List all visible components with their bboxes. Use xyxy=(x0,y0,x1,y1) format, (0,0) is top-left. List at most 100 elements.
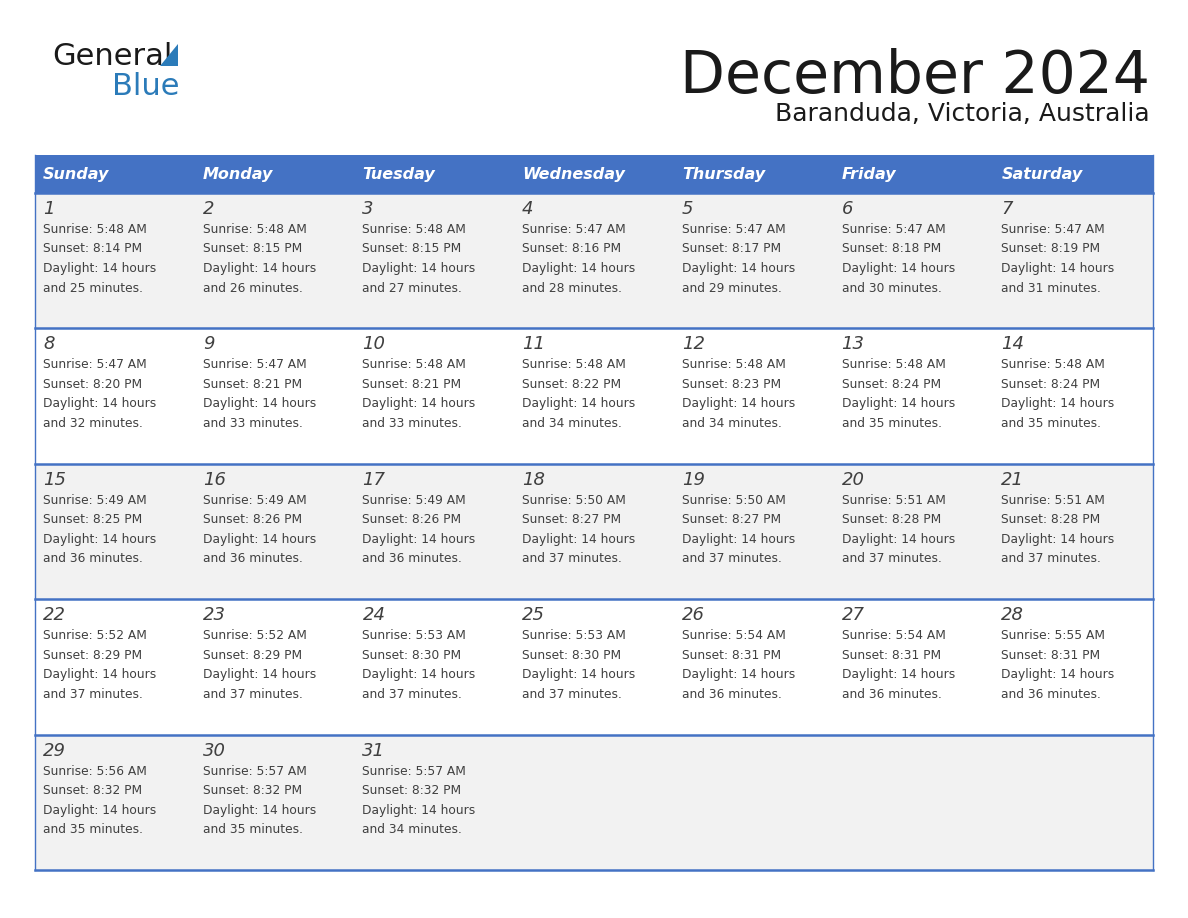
Text: Sunrise: 5:47 AM: Sunrise: 5:47 AM xyxy=(523,223,626,236)
Text: Daylight: 14 hours: Daylight: 14 hours xyxy=(1001,397,1114,410)
Text: and 34 minutes.: and 34 minutes. xyxy=(362,823,462,836)
Text: Daylight: 14 hours: Daylight: 14 hours xyxy=(841,532,955,546)
Bar xyxy=(34,599,195,734)
Text: and 28 minutes.: and 28 minutes. xyxy=(523,282,623,295)
Text: Sunrise: 5:50 AM: Sunrise: 5:50 AM xyxy=(523,494,626,507)
Text: and 27 minutes.: and 27 minutes. xyxy=(362,282,462,295)
Text: 12: 12 xyxy=(682,335,704,353)
Text: Daylight: 14 hours: Daylight: 14 hours xyxy=(43,668,157,681)
Text: Sunset: 8:30 PM: Sunset: 8:30 PM xyxy=(362,649,462,662)
Text: and 35 minutes.: and 35 minutes. xyxy=(203,823,303,836)
Text: Sunset: 8:32 PM: Sunset: 8:32 PM xyxy=(203,784,302,797)
Text: Friday: Friday xyxy=(841,166,896,182)
Text: 2: 2 xyxy=(203,200,214,218)
Text: Sunset: 8:24 PM: Sunset: 8:24 PM xyxy=(1001,378,1100,391)
Bar xyxy=(354,464,514,599)
Text: 24: 24 xyxy=(362,606,385,624)
Text: and 37 minutes.: and 37 minutes. xyxy=(203,688,303,700)
Text: Sunrise: 5:49 AM: Sunrise: 5:49 AM xyxy=(362,494,466,507)
Text: Daylight: 14 hours: Daylight: 14 hours xyxy=(203,397,316,410)
Bar xyxy=(674,329,834,464)
Text: 21: 21 xyxy=(1001,471,1024,488)
Text: and 36 minutes.: and 36 minutes. xyxy=(362,553,462,565)
Text: Sunrise: 5:49 AM: Sunrise: 5:49 AM xyxy=(203,494,307,507)
Bar xyxy=(514,329,674,464)
Text: Daylight: 14 hours: Daylight: 14 hours xyxy=(841,262,955,275)
Text: Sunset: 8:27 PM: Sunset: 8:27 PM xyxy=(682,513,781,526)
Text: and 25 minutes.: and 25 minutes. xyxy=(43,282,143,295)
Bar xyxy=(674,464,834,599)
Text: and 29 minutes.: and 29 minutes. xyxy=(682,282,782,295)
Text: Sunrise: 5:56 AM: Sunrise: 5:56 AM xyxy=(43,765,147,778)
Text: Daylight: 14 hours: Daylight: 14 hours xyxy=(1001,668,1114,681)
Text: and 34 minutes.: and 34 minutes. xyxy=(523,417,623,430)
Text: Sunrise: 5:52 AM: Sunrise: 5:52 AM xyxy=(43,629,147,643)
Text: and 33 minutes.: and 33 minutes. xyxy=(203,417,303,430)
Text: 4: 4 xyxy=(523,200,533,218)
Text: and 35 minutes.: and 35 minutes. xyxy=(43,823,143,836)
Text: Sunrise: 5:48 AM: Sunrise: 5:48 AM xyxy=(362,223,467,236)
Text: Sunset: 8:21 PM: Sunset: 8:21 PM xyxy=(362,378,462,391)
Text: 5: 5 xyxy=(682,200,694,218)
Text: Sunset: 8:28 PM: Sunset: 8:28 PM xyxy=(1001,513,1100,526)
Bar xyxy=(34,329,195,464)
Bar xyxy=(993,329,1154,464)
Text: 8: 8 xyxy=(43,335,55,353)
Text: Daylight: 14 hours: Daylight: 14 hours xyxy=(43,262,157,275)
Text: Daylight: 14 hours: Daylight: 14 hours xyxy=(523,668,636,681)
Text: Sunset: 8:23 PM: Sunset: 8:23 PM xyxy=(682,378,781,391)
Bar xyxy=(514,734,674,870)
Text: Sunrise: 5:57 AM: Sunrise: 5:57 AM xyxy=(362,765,467,778)
Text: Sunset: 8:15 PM: Sunset: 8:15 PM xyxy=(203,242,302,255)
Text: General: General xyxy=(52,42,172,71)
Text: Sunset: 8:17 PM: Sunset: 8:17 PM xyxy=(682,242,781,255)
Text: Sunrise: 5:48 AM: Sunrise: 5:48 AM xyxy=(523,358,626,372)
Text: Sunrise: 5:48 AM: Sunrise: 5:48 AM xyxy=(362,358,467,372)
Text: Daylight: 14 hours: Daylight: 14 hours xyxy=(362,262,475,275)
Text: Monday: Monday xyxy=(203,166,273,182)
Bar xyxy=(674,599,834,734)
Text: Sunrise: 5:49 AM: Sunrise: 5:49 AM xyxy=(43,494,147,507)
Text: Sunrise: 5:50 AM: Sunrise: 5:50 AM xyxy=(682,494,785,507)
Text: Daylight: 14 hours: Daylight: 14 hours xyxy=(43,532,157,546)
Text: 17: 17 xyxy=(362,471,385,488)
Text: December 2024: December 2024 xyxy=(680,48,1150,105)
Text: 15: 15 xyxy=(43,471,67,488)
Text: Sunrise: 5:48 AM: Sunrise: 5:48 AM xyxy=(203,223,307,236)
Text: Wednesday: Wednesday xyxy=(523,166,625,182)
Text: 9: 9 xyxy=(203,335,214,353)
Text: Sunset: 8:29 PM: Sunset: 8:29 PM xyxy=(203,649,302,662)
Text: Sunrise: 5:53 AM: Sunrise: 5:53 AM xyxy=(523,629,626,643)
Text: 27: 27 xyxy=(841,606,865,624)
Text: and 37 minutes.: and 37 minutes. xyxy=(682,553,782,565)
Text: and 37 minutes.: and 37 minutes. xyxy=(362,688,462,700)
Bar xyxy=(514,464,674,599)
Text: 29: 29 xyxy=(43,742,67,759)
Bar xyxy=(674,193,834,329)
Bar xyxy=(34,155,1154,193)
Text: Daylight: 14 hours: Daylight: 14 hours xyxy=(362,532,475,546)
Text: Sunset: 8:31 PM: Sunset: 8:31 PM xyxy=(841,649,941,662)
Text: Sunday: Sunday xyxy=(43,166,109,182)
Text: Daylight: 14 hours: Daylight: 14 hours xyxy=(841,668,955,681)
Text: Sunrise: 5:55 AM: Sunrise: 5:55 AM xyxy=(1001,629,1105,643)
Text: Sunrise: 5:47 AM: Sunrise: 5:47 AM xyxy=(1001,223,1105,236)
Text: 6: 6 xyxy=(841,200,853,218)
Text: 26: 26 xyxy=(682,606,704,624)
Bar xyxy=(834,329,993,464)
Text: 23: 23 xyxy=(203,606,226,624)
Text: Sunset: 8:31 PM: Sunset: 8:31 PM xyxy=(1001,649,1100,662)
Text: Sunrise: 5:53 AM: Sunrise: 5:53 AM xyxy=(362,629,467,643)
Text: Sunset: 8:26 PM: Sunset: 8:26 PM xyxy=(203,513,302,526)
Text: and 37 minutes.: and 37 minutes. xyxy=(523,553,623,565)
Text: Sunset: 8:14 PM: Sunset: 8:14 PM xyxy=(43,242,143,255)
Bar xyxy=(34,464,195,599)
Text: Daylight: 14 hours: Daylight: 14 hours xyxy=(523,532,636,546)
Text: 13: 13 xyxy=(841,335,865,353)
Text: Sunrise: 5:54 AM: Sunrise: 5:54 AM xyxy=(682,629,785,643)
Text: Sunset: 8:24 PM: Sunset: 8:24 PM xyxy=(841,378,941,391)
Text: Sunrise: 5:51 AM: Sunrise: 5:51 AM xyxy=(841,494,946,507)
Text: Sunset: 8:31 PM: Sunset: 8:31 PM xyxy=(682,649,781,662)
Text: Baranduda, Victoria, Australia: Baranduda, Victoria, Australia xyxy=(776,102,1150,126)
Text: Daylight: 14 hours: Daylight: 14 hours xyxy=(362,668,475,681)
